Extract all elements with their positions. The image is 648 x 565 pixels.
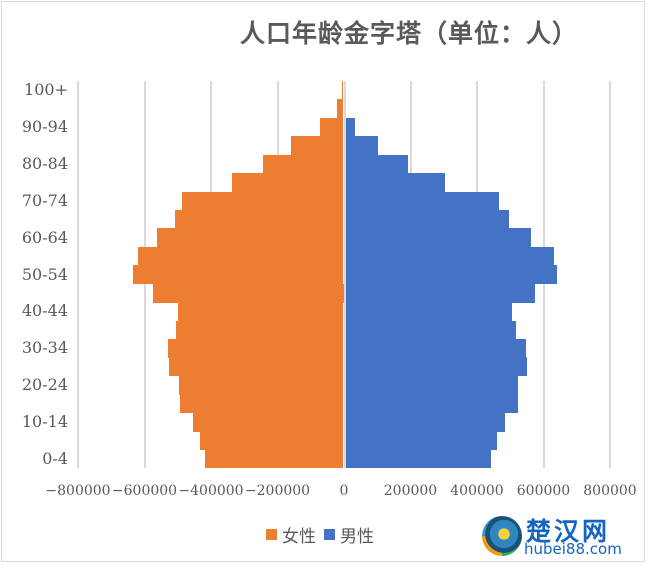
bar-row-15-19 [78,394,610,414]
y-tick-label: 40-44 [21,301,68,321]
y-tick-label: 60-64 [21,227,68,247]
watermark-logo: 楚汉网 hubei88.com [482,512,642,560]
x-tick-label: −800000 [45,483,111,499]
bar-male[interactable] [345,320,516,340]
bar-row-65-69 [78,210,610,229]
bar-male[interactable] [345,412,505,432]
y-tick-label: 30-34 [21,338,68,358]
x-tick-label: 800000 [583,483,637,499]
bar-male[interactable] [345,210,509,229]
x-tick-label: −200000 [244,483,311,499]
x-tick-label: 600000 [516,483,571,499]
bar-row-70-74 [78,191,610,211]
bar-female[interactable] [320,117,344,137]
bar-row-5-9 [78,431,610,451]
x-tick-label: 400000 [450,483,504,499]
bar-male[interactable] [345,191,499,211]
bar-female[interactable] [132,265,344,285]
bar-row-10-14 [78,412,610,432]
bar-row-75-79 [78,173,610,193]
y-tick-label: 50-54 [21,264,68,284]
bar-male[interactable] [345,228,531,248]
y-tick-label: 20-24 [21,375,68,395]
bar-row-50-54 [78,265,610,285]
bar-female[interactable] [182,191,344,211]
bar-male[interactable] [345,449,491,469]
bar-female[interactable] [193,412,344,432]
chart-title: 人口年龄金字塔（单位：人） [239,19,578,48]
y-tick-label: 70-74 [21,190,68,210]
bar-male[interactable] [345,431,497,451]
legend: 女性 男性 [266,522,382,547]
globe-icon [482,516,522,556]
bar-row-80-84 [78,154,610,174]
bar-female[interactable] [200,431,344,451]
bar-female[interactable] [137,246,344,266]
bar-female[interactable] [291,136,344,156]
bar-male[interactable] [345,394,518,414]
y-tick-label: 0-4 [42,448,68,468]
bar-row-60-64 [78,228,610,248]
bar-male[interactable] [345,283,536,303]
bar-female[interactable] [231,173,344,193]
legend-item-male[interactable]: 男性 [324,522,374,547]
bar-row-90-94 [78,117,610,137]
bar-male[interactable] [345,154,409,174]
bar-row-85-89 [78,136,610,156]
legend-label-male: 男性 [340,527,374,547]
bar-row-30-34 [78,339,610,358]
bar-row-0-4 [78,449,610,469]
bar-female[interactable] [342,81,344,100]
bar-row-35-39 [78,320,610,340]
x-tick-label: −600000 [111,483,178,499]
bar-row-25-29 [78,357,610,377]
bar-female[interactable] [175,210,344,229]
bar-female[interactable] [157,228,344,248]
bar-male[interactable] [345,265,558,285]
bar-female[interactable] [337,99,344,119]
y-tick-label: 90-94 [21,117,68,137]
bar-female[interactable] [180,394,344,414]
y-tick-label: 10-14 [21,411,68,431]
x-tick-label: 0 [339,483,349,499]
bar-female[interactable] [205,449,344,469]
bar-row-55-59 [78,246,610,266]
x-tick-label: 200000 [383,483,438,499]
bar-row-20-24 [78,375,610,395]
legend-swatch-male [324,529,335,540]
legend-label-female: 女性 [282,527,316,547]
bar-row-100+ [78,81,610,100]
bar-female[interactable] [169,357,344,377]
y-tick-label: 80-84 [21,153,68,173]
watermark-en: hubei88.com [524,540,622,558]
legend-swatch-female [266,529,277,540]
bar-female[interactable] [262,154,344,174]
gridline [609,81,611,468]
y-tick-label: 100+ [24,80,68,100]
bar-female[interactable] [179,375,344,395]
legend-item-female[interactable]: 女性 [266,522,316,547]
bar-female[interactable] [178,302,344,322]
bar-female[interactable] [152,283,344,303]
bar-male[interactable] [345,375,518,395]
bar-male[interactable] [345,136,378,156]
x-tick-label: −400000 [178,483,244,499]
bar-row-45-49 [78,283,610,303]
bar-female[interactable] [168,339,344,358]
watermark-cn: 楚汉网 [526,517,611,546]
bar-male[interactable] [345,246,555,266]
bar-male[interactable] [345,302,512,322]
plot-area [77,81,611,469]
bar-male[interactable] [345,339,526,358]
bar-male[interactable] [345,173,446,193]
bar-row-40-44 [78,302,610,322]
bar-male[interactable] [345,357,527,377]
center-axis-line [343,81,346,468]
gridline [77,81,79,468]
bar-female[interactable] [176,320,344,340]
bar-male[interactable] [345,117,355,137]
